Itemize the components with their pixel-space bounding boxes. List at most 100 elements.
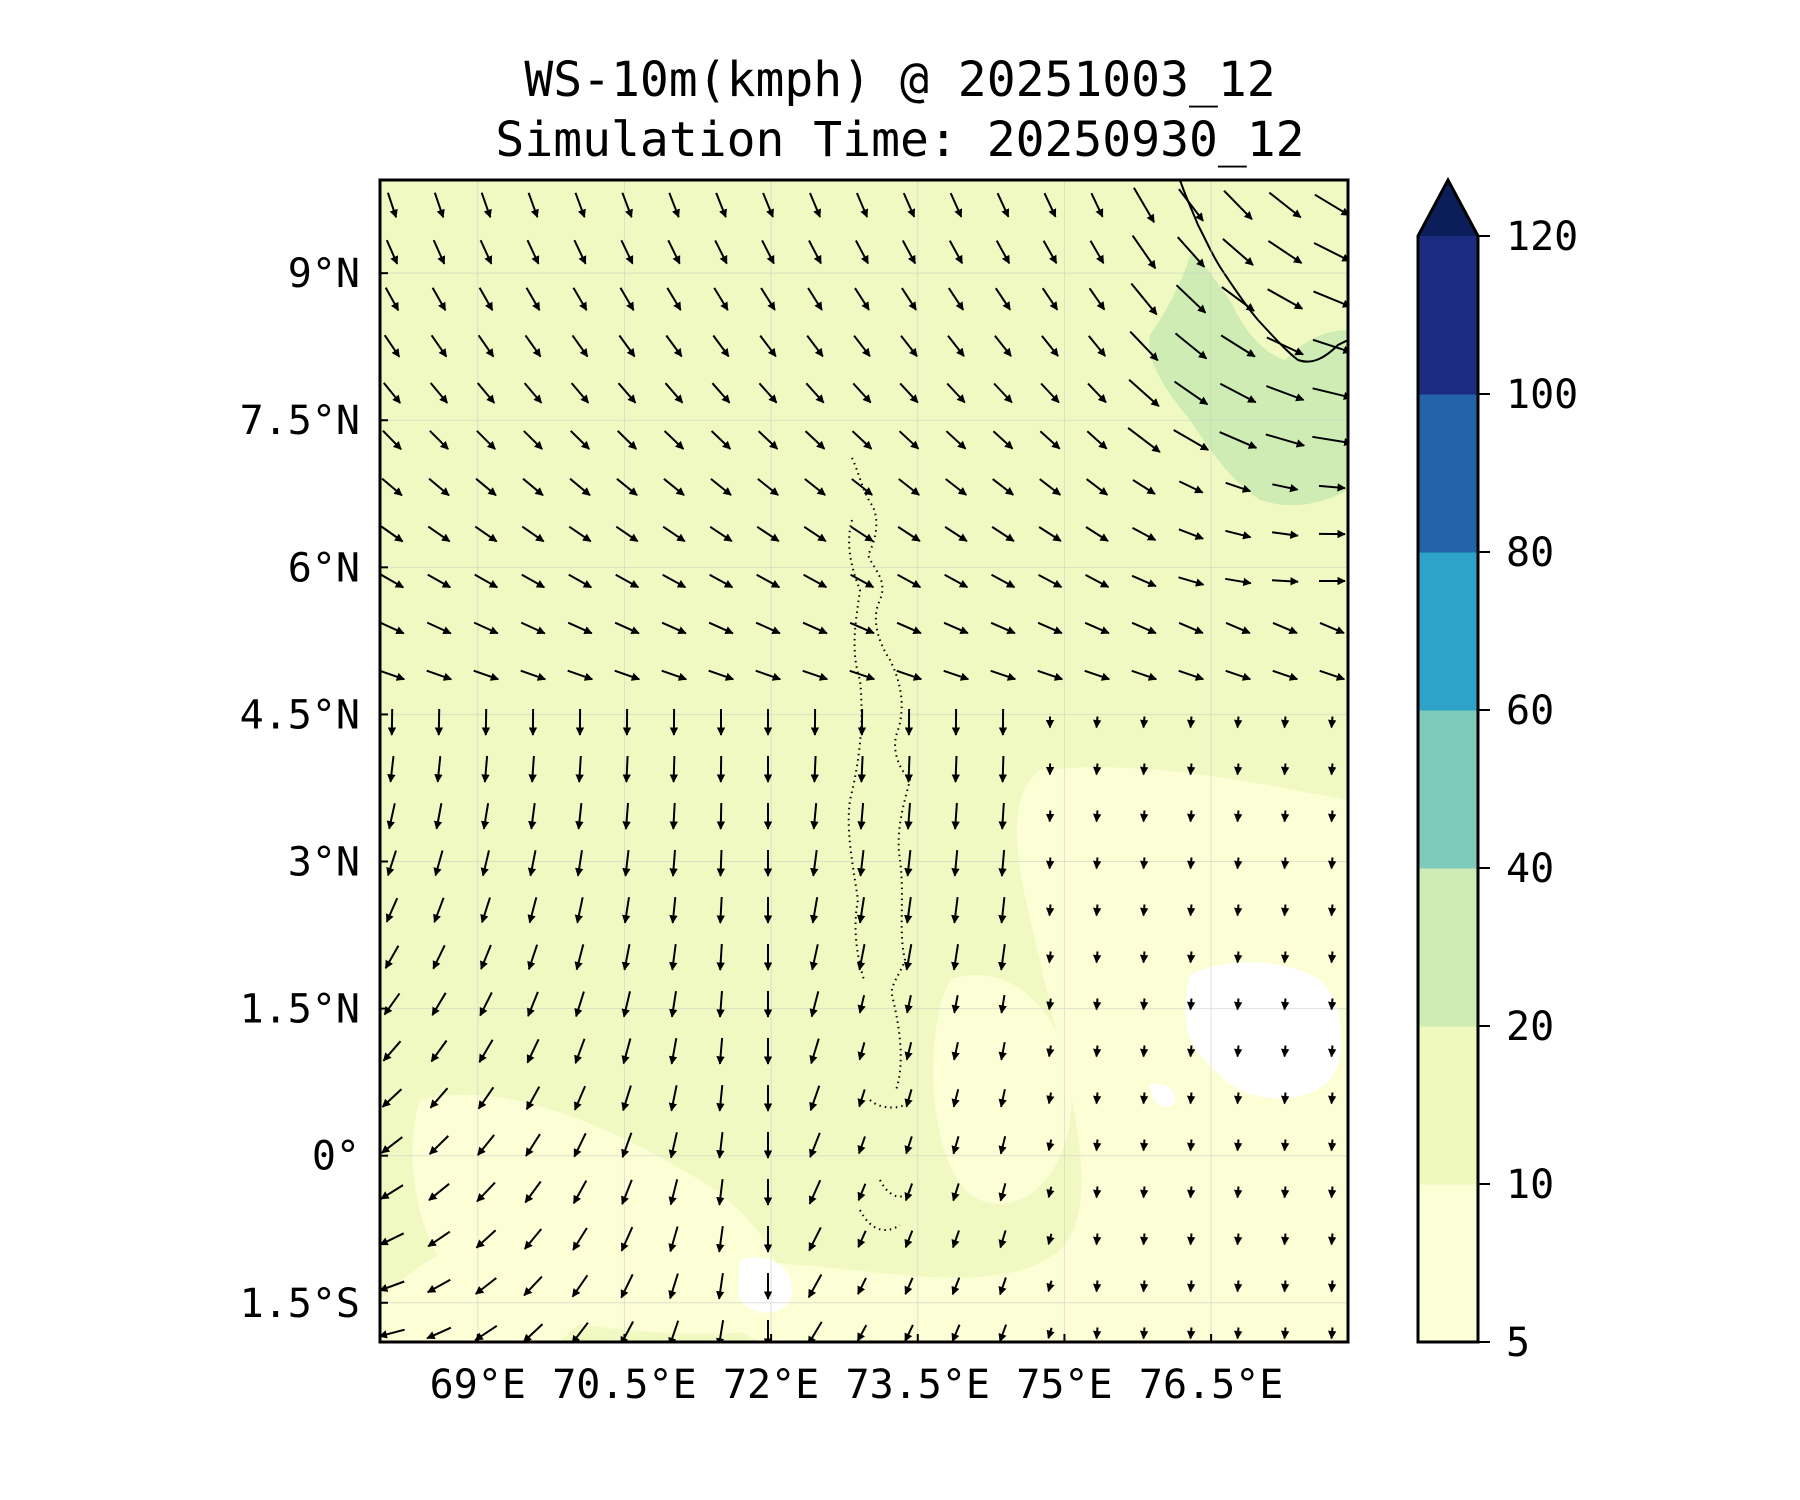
wind-arrow (1281, 998, 1290, 1011)
wind-arrow (1219, 382, 1257, 404)
wind-arrow (808, 240, 822, 265)
wind-arrow (571, 1274, 589, 1298)
wind-arrow (622, 755, 631, 783)
x-tick-label: 72°E (723, 1362, 819, 1408)
wind-arrow (661, 669, 688, 681)
colorbar-band (1418, 1184, 1478, 1343)
wind-arrow (716, 1038, 725, 1065)
wind-arrow (1318, 483, 1346, 492)
wind-arrow (380, 1280, 405, 1292)
wind-arrow (572, 287, 588, 311)
wind-arrow (1093, 810, 1102, 823)
wind-arrow (943, 621, 969, 635)
wind-arrow (714, 239, 728, 265)
wind-arrow (1093, 1280, 1102, 1293)
wind-arrow (668, 1038, 678, 1065)
wind-arrow (1281, 951, 1290, 964)
wind-arrow (759, 335, 777, 358)
wind-arrow (1281, 1139, 1290, 1152)
wind-arrow (904, 896, 913, 924)
wind-arrow (569, 477, 591, 497)
wind-arrow (1176, 236, 1206, 268)
wind-arrow (1234, 951, 1243, 964)
wind-arrow (663, 430, 685, 450)
wind-arrow (992, 478, 1014, 496)
wind-arrow (1093, 1186, 1102, 1199)
wind-arrow (857, 802, 866, 830)
wind-arrow (1187, 998, 1196, 1011)
wind-arrow (1178, 480, 1204, 494)
wind-arrow (1187, 1139, 1196, 1152)
wind-arrow (1312, 387, 1348, 401)
colorbar-band (1418, 1026, 1478, 1185)
wind-arrow (474, 573, 499, 589)
wind-arrow (998, 1277, 1007, 1296)
wind-arrow (991, 526, 1015, 542)
wind-arrow (521, 573, 546, 589)
wind-arrow (1234, 904, 1243, 917)
wind-speed-field-5-10-center (933, 974, 1072, 1204)
wind-arrow (386, 192, 398, 219)
wind-arrow (478, 287, 494, 312)
wind-arrow (622, 897, 631, 924)
wind-arrow (1084, 669, 1111, 681)
wind-arrow (383, 334, 401, 358)
wind-arrow (1093, 1045, 1102, 1058)
wind-arrow (661, 621, 687, 635)
wind-arrow (804, 430, 826, 450)
wind-arrow (857, 849, 866, 877)
wind-arrow (478, 1039, 494, 1063)
wind-arrow (1045, 810, 1055, 823)
wind-arrow (898, 478, 920, 496)
wind-arrow (901, 240, 917, 265)
wind-arrow (1319, 669, 1346, 681)
wind-arrow (427, 573, 452, 589)
wind-arrow (849, 669, 876, 681)
wind-arrow (1187, 1092, 1196, 1105)
wind-arrow (1175, 284, 1207, 314)
wind-arrow (994, 287, 1012, 311)
wind-arrow (665, 334, 683, 358)
wind-arrow (1313, 290, 1348, 308)
wind-arrow (990, 621, 1016, 635)
wind-arrow (1038, 526, 1062, 542)
wind-arrow (429, 1087, 449, 1109)
wind-arrow (527, 897, 538, 924)
wind-arrow (523, 430, 543, 450)
wind-arrow (1271, 577, 1299, 586)
wind-arrow (1187, 904, 1196, 917)
wind-arrow (1046, 951, 1055, 964)
wind-arrow (998, 896, 1007, 924)
wind-arrow (575, 755, 584, 783)
wind-arrow (385, 897, 399, 923)
colorbar-band (1418, 552, 1478, 711)
wind-arrow (716, 849, 725, 877)
wind-arrow (1272, 669, 1299, 681)
wind-arrow (998, 994, 1007, 1014)
wind-arrow (386, 850, 397, 877)
wind-arrow (807, 1274, 823, 1299)
wind-arrow (990, 669, 1017, 681)
longitude-ticks: 69°E 70.5°E 72°E 73.5°E 75°E 76.5°E (430, 1334, 1283, 1408)
wind-arrow (1093, 1139, 1102, 1152)
wind-arrow (381, 477, 403, 497)
wind-arrow (621, 192, 633, 218)
wind-arrow (857, 1277, 867, 1295)
calm-area-south (738, 1257, 792, 1313)
wind-arrow (430, 334, 448, 358)
wind-arrow (807, 1321, 823, 1342)
wind-arrow (525, 1133, 541, 1157)
wind-arrow (1271, 530, 1299, 539)
wind-arrow (668, 1179, 679, 1206)
wind-arrow (1046, 998, 1055, 1011)
maldives-atolls (847, 457, 912, 1231)
wind-arrow (1312, 338, 1348, 354)
wind-arrow (904, 1277, 914, 1295)
wind-arrow (1046, 1092, 1055, 1105)
wind-arrow (615, 573, 640, 589)
wind-arrow (622, 802, 631, 830)
wind-arrow (616, 478, 638, 496)
y-tick-label: 0° (312, 1134, 360, 1180)
wind-arrow (573, 239, 587, 265)
wind-arrow (574, 991, 585, 1018)
